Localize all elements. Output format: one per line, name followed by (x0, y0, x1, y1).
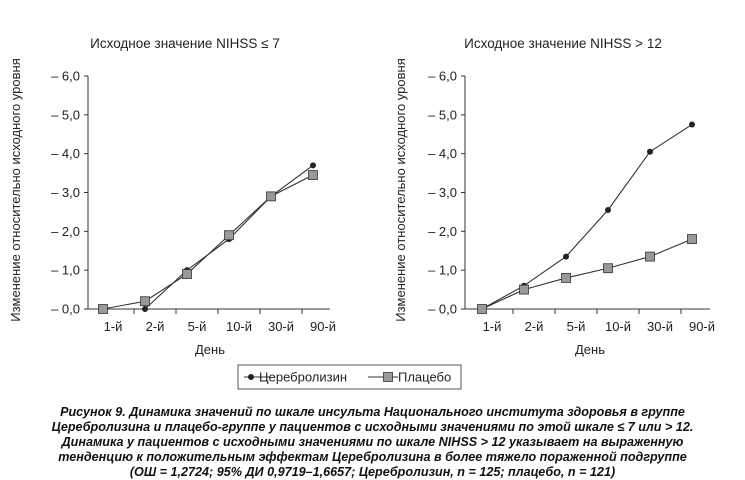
placebo-point (687, 234, 697, 245)
placebo-point (308, 170, 318, 180)
caption-line: Динамика у пациентов с исходными значени… (61, 435, 684, 449)
chart-title: Исходное значение NIHSS ≤ 7 (90, 36, 280, 51)
cerebrolysin-point (689, 121, 695, 128)
x-tick-label: 90-й (310, 319, 336, 334)
cerebrolysin-point (605, 206, 611, 213)
chart-panel-left: Исходное значение NIHSS ≤ 7 – 0,0 – 1,0 – 2… (8, 36, 336, 357)
cerebrolysin-point (310, 162, 316, 169)
y-tick-label: – 2,0 (51, 224, 80, 239)
y-tick-label: – 6,0 (428, 69, 457, 84)
y-axis-label: Изменение относительно исходного уровня (8, 58, 23, 322)
placebo-point (519, 284, 529, 295)
placebo-series-line (481, 238, 693, 310)
x-tick-label: 5-й (188, 319, 207, 334)
cerebrolysin-point (563, 253, 569, 260)
caption-line: тенденцию к положительным эффектам Цереб… (58, 450, 687, 464)
x-tick-label: 30-й (647, 319, 673, 334)
cerebrolysin-series-line (481, 124, 693, 310)
cerebrolysin-point (142, 306, 148, 312)
x-tick-label: 10-й (226, 319, 252, 334)
cerebrolysin-series-line (103, 164, 314, 310)
legend-cerebrolysin-label: Церебролизин (259, 370, 347, 385)
x-tick-label: 30-й (268, 319, 294, 334)
y-tick-label: – 1,0 (428, 263, 457, 278)
x-tick-label: 5-й (567, 319, 586, 334)
y-tick-label: – 5,0 (51, 107, 80, 122)
x-tick-label: 10-й (605, 319, 631, 334)
x-axis-label: День (195, 342, 225, 357)
legend-box (237, 364, 462, 390)
x-tick-label: 1-й (104, 319, 123, 334)
x-tick-label: 2-й (146, 319, 165, 334)
x-tick-label: 90-й (689, 319, 715, 334)
y-tick-label: – 3,0 (51, 185, 80, 200)
caption-line: Церебролизина и плацебо-группе у пациент… (51, 420, 694, 434)
x-axis-label: День (575, 342, 605, 357)
legend-cerebrolysin-marker (248, 374, 254, 380)
y-axis-label: Изменение относительно исходного уровня (393, 58, 408, 322)
x-tick-label: 1-й (483, 319, 502, 334)
y-tick-label: – 6,0 (51, 69, 80, 84)
chart-panel-right: Исходное значение NIHSS > 12 – 0,0 – 1,0 – … (393, 36, 715, 357)
placebo-point (645, 251, 655, 262)
placebo-point (477, 304, 487, 314)
caption-line: (ОШ = 1,2724; 95% ДИ 0,9719–1,6657; Цере… (129, 465, 616, 479)
x-tick-label: 2-й (525, 319, 544, 334)
y-tick-label: – 0,0 (428, 302, 457, 317)
y-tick-label: – 3,0 (428, 185, 457, 200)
y-tick-label: – 5,0 (428, 107, 457, 122)
placebo-point (140, 296, 150, 307)
cerebrolysin-point (647, 148, 653, 155)
y-tick-label: – 4,0 (51, 146, 80, 161)
legend-placebo-marker (383, 372, 393, 382)
placebo-point (561, 273, 571, 283)
legend-placebo-label: Плацебо (398, 370, 451, 385)
chart-title: Исходное значение NIHSS > 12 (464, 36, 662, 51)
placebo-point (98, 304, 108, 314)
placebo-point (603, 263, 613, 274)
y-tick-label: – 4,0 (428, 146, 457, 161)
placebo-point (182, 269, 192, 279)
y-tick-label: – 0,0 (51, 302, 80, 317)
y-tick-label: – 1,0 (51, 263, 80, 278)
placebo-series-line (102, 174, 314, 310)
legend: Церебролизин Плацебо (237, 364, 462, 390)
placebo-point (224, 230, 234, 241)
caption-line: Рисунок 9. Динамика значений по шкале ин… (60, 405, 685, 419)
y-tick-label: – 2,0 (428, 224, 457, 239)
figure-caption: Рисунок 9. Динамика значений по шкале ин… (10, 405, 735, 480)
placebo-point (266, 191, 276, 202)
